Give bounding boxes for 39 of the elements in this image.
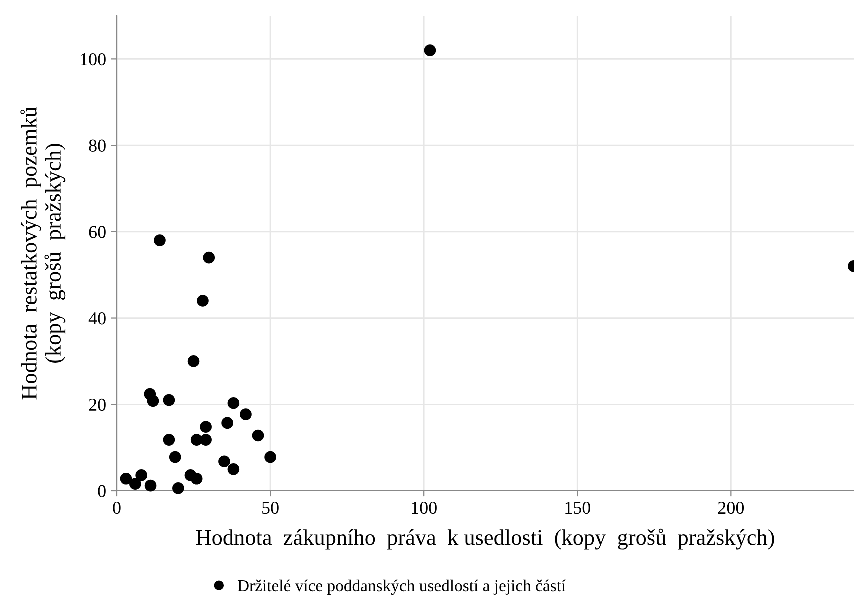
point — [188, 356, 200, 368]
point — [163, 394, 176, 406]
x-axis-title: Hodnota zákupního práva k usedlosti (kopy grošů pražských) — [196, 528, 774, 550]
point — [163, 434, 176, 446]
point — [252, 430, 264, 442]
point — [154, 234, 166, 246]
y-tick-label: 40 — [88, 312, 106, 325]
x-tick-label: 150 — [566, 502, 590, 514]
point — [130, 478, 142, 490]
point — [203, 252, 216, 264]
point — [136, 470, 148, 482]
point — [169, 451, 182, 464]
legend-label: Držitelé více poddanských usedlostí a jejich částí — [238, 580, 566, 595]
y-tick-label: 100 — [81, 53, 106, 66]
point — [120, 473, 132, 485]
point — [147, 395, 160, 408]
point — [228, 464, 240, 476]
point — [200, 434, 212, 446]
point — [190, 434, 203, 446]
point — [197, 295, 209, 307]
x-tick-label: 200 — [718, 502, 744, 514]
point — [172, 482, 184, 494]
point — [264, 451, 276, 464]
point — [228, 397, 240, 410]
point — [200, 421, 212, 433]
point — [218, 456, 230, 468]
x-tick-label: 100 — [412, 502, 437, 514]
point — [144, 480, 157, 492]
y-tick-label: 20 — [89, 398, 106, 412]
point — [190, 473, 203, 485]
y-axis-title: Hodnota restatkových pozemků (kopy grošů pražských) — [20, 107, 66, 400]
y-tick-label: 0 — [98, 485, 106, 498]
point — [240, 408, 252, 420]
y-tick-label: 80 — [89, 140, 106, 152]
x-tick-label: 0 — [113, 502, 121, 514]
point — [222, 417, 234, 430]
x-tick-label: 50 — [262, 502, 279, 514]
y-tick-label: 60 — [89, 226, 106, 238]
point — [424, 44, 436, 56]
